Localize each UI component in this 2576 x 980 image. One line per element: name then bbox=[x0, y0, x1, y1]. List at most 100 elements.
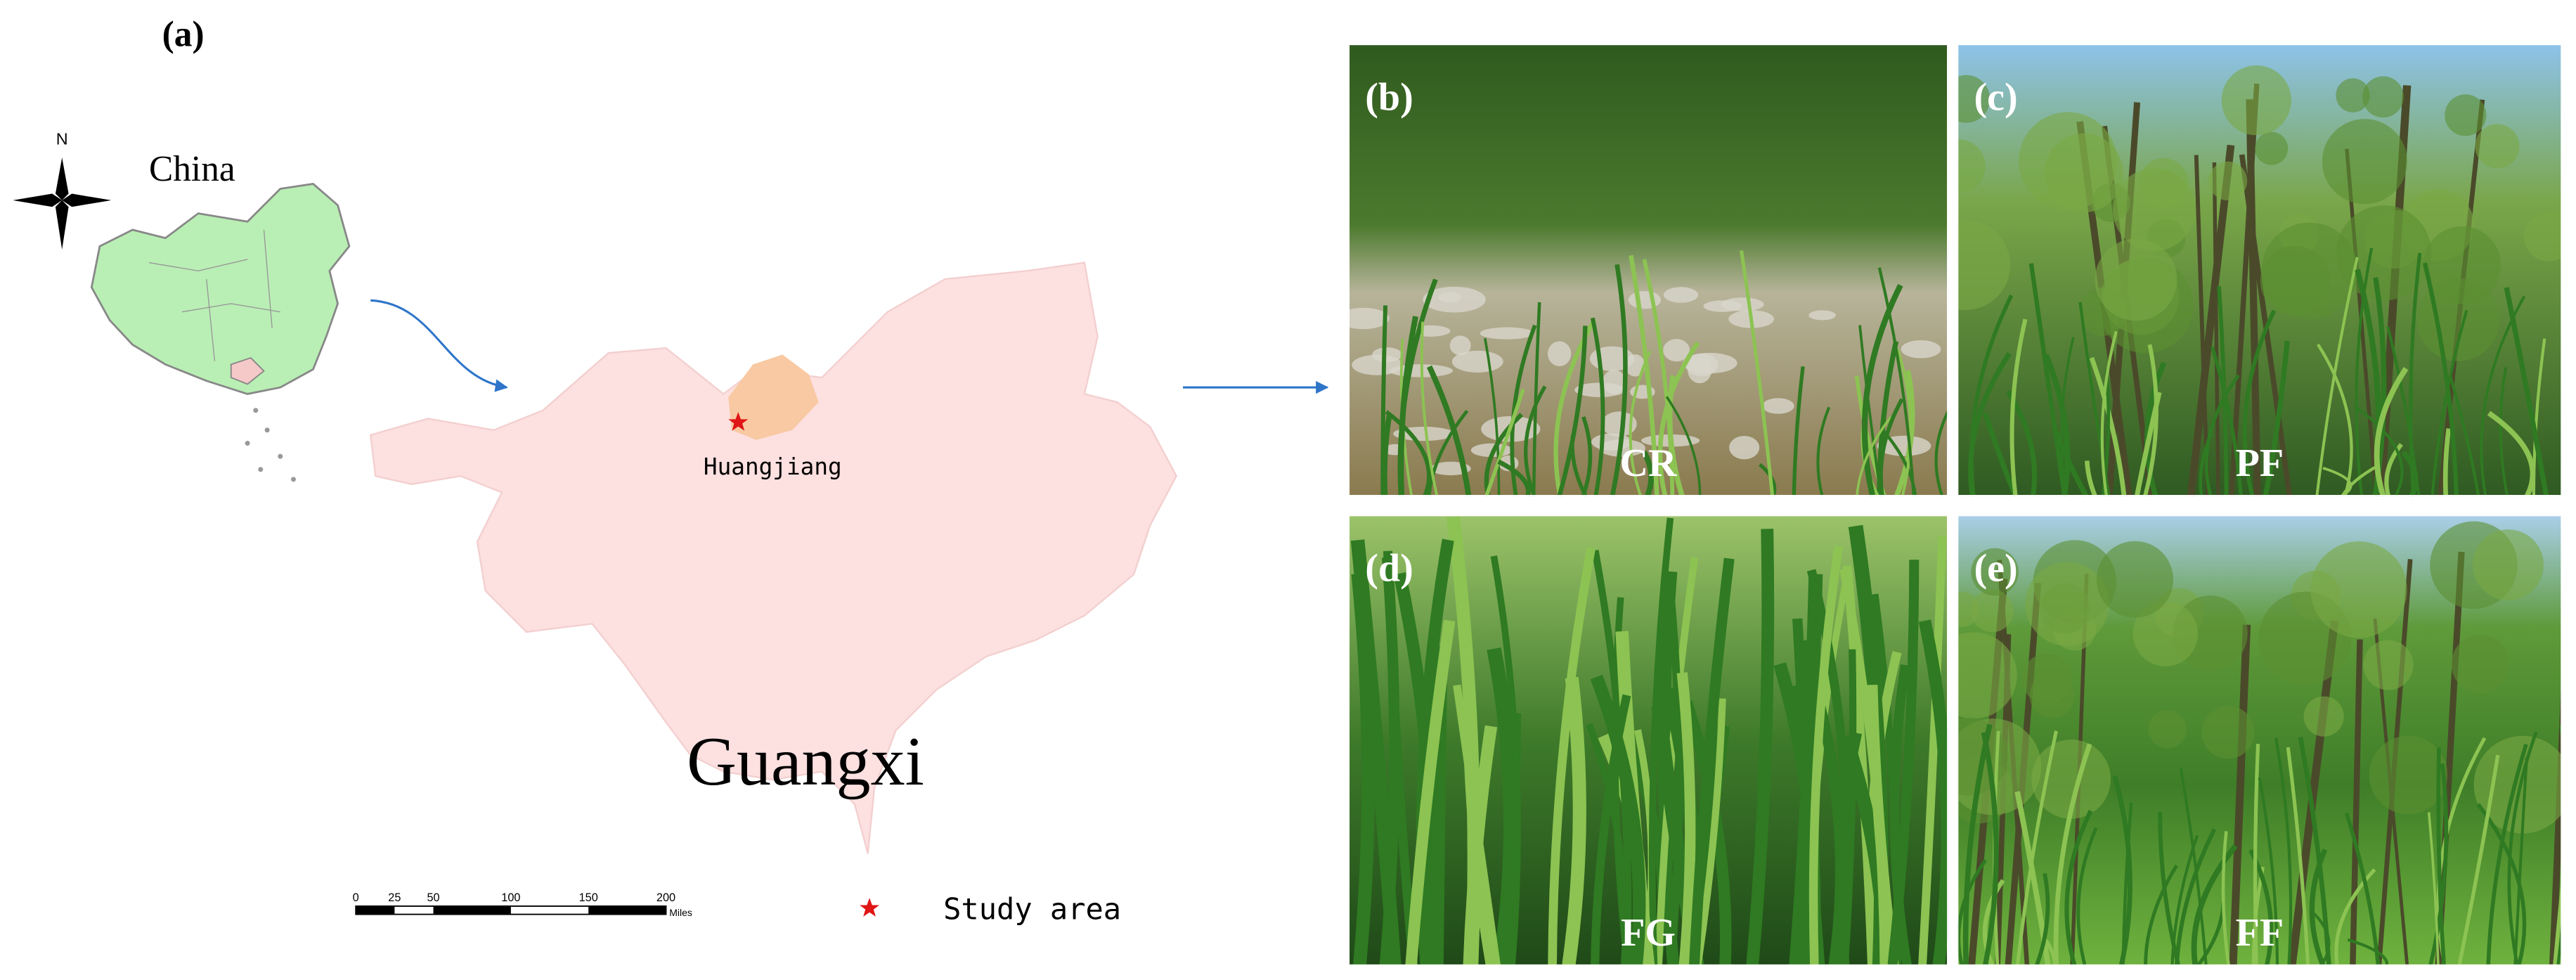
photo-label: (e) bbox=[1974, 547, 2018, 591]
site-label: FF bbox=[2236, 911, 2284, 955]
grass-blade bbox=[1532, 302, 1541, 496]
foliage bbox=[2423, 226, 2501, 304]
foliage bbox=[2221, 65, 2292, 136]
grass-blade bbox=[1676, 672, 1696, 965]
rock bbox=[1437, 292, 1462, 303]
rock bbox=[1663, 339, 1690, 362]
photo-label: (b) bbox=[1365, 75, 1413, 119]
grass-blade bbox=[2085, 460, 2097, 496]
county-label: Huangjiang bbox=[704, 453, 842, 480]
rock bbox=[1574, 382, 1626, 397]
grass-blade bbox=[2499, 367, 2509, 496]
foliage bbox=[2322, 119, 2407, 205]
scale-tick-label: 50 bbox=[427, 891, 439, 904]
grass-blade bbox=[1694, 698, 1726, 965]
grass-blade bbox=[1490, 555, 1521, 965]
grass-blade bbox=[2341, 464, 2378, 496]
grass-blade bbox=[1524, 385, 1547, 496]
grass-blade bbox=[1982, 412, 2018, 496]
photo-label: (c) bbox=[1974, 75, 2018, 119]
grass-blade bbox=[1610, 264, 1628, 496]
grass-blade bbox=[1642, 259, 1675, 496]
foliage bbox=[2524, 212, 2562, 262]
grass-blade bbox=[1557, 325, 1588, 496]
grass-blade bbox=[2242, 309, 2277, 496]
grass-blade bbox=[2486, 743, 2528, 965]
grass-blade bbox=[2174, 828, 2217, 965]
grass-blade bbox=[2089, 356, 2127, 496]
foliage bbox=[2310, 541, 2407, 638]
grass-blade bbox=[1957, 858, 1987, 965]
grass-blade bbox=[2144, 864, 2178, 965]
grass-blade bbox=[1483, 337, 1501, 496]
grass-blade bbox=[2457, 754, 2500, 965]
foliage bbox=[1957, 220, 2011, 311]
foliage bbox=[1971, 589, 2014, 633]
foliage bbox=[2336, 78, 2370, 112]
foliage bbox=[2363, 640, 2414, 690]
rock bbox=[1729, 435, 1760, 460]
grass-blade bbox=[2134, 392, 2162, 496]
grass-blade bbox=[2507, 731, 2538, 965]
grass-blade bbox=[1918, 619, 1948, 965]
grass-blade bbox=[2355, 247, 2374, 496]
rock bbox=[1480, 327, 1534, 340]
foliage bbox=[2475, 124, 2520, 169]
site-label: CR bbox=[1620, 441, 1677, 485]
grass-blade bbox=[2121, 802, 2133, 965]
grass-blade bbox=[1856, 416, 1892, 496]
scale-bar: 0 25 50 100 150 200 Miles bbox=[353, 891, 692, 918]
grass-blade bbox=[1746, 529, 1775, 965]
site-label: PF bbox=[2236, 441, 2284, 485]
grass-blade bbox=[2043, 354, 2071, 496]
grass-blade bbox=[1889, 664, 1912, 965]
photo-label: (d) bbox=[1365, 547, 1413, 591]
grass-blade bbox=[1858, 325, 1882, 496]
grass-blade bbox=[1759, 463, 1777, 496]
site-label: FG bbox=[1621, 911, 1676, 955]
scale-bar-segment bbox=[433, 905, 511, 915]
grass-blade bbox=[1879, 398, 1904, 496]
foliage bbox=[2255, 131, 2289, 165]
photo bbox=[1957, 515, 2562, 965]
grass-blade bbox=[1808, 545, 1843, 965]
rock bbox=[1688, 357, 1712, 384]
foliage bbox=[2473, 529, 2544, 601]
grass-blade bbox=[1689, 557, 1735, 965]
guangxi-map: Huangjiang Guangxi bbox=[369, 262, 1178, 854]
grass-blade bbox=[1510, 324, 1537, 496]
tree-trunk bbox=[2187, 144, 2235, 496]
compass-label: N bbox=[56, 129, 68, 148]
grass-blade bbox=[1837, 732, 1862, 965]
grass-blade bbox=[1385, 410, 1432, 496]
photo bbox=[1957, 44, 2562, 496]
foliage bbox=[2096, 541, 2174, 618]
photo bbox=[1348, 515, 1948, 965]
foliage bbox=[2260, 245, 2330, 316]
grass-blade bbox=[1562, 676, 1586, 965]
grass-blade bbox=[2179, 768, 2208, 965]
grass-blade bbox=[1896, 348, 1912, 496]
rock bbox=[1548, 341, 1572, 367]
foliage bbox=[2132, 601, 2198, 666]
grass-blade bbox=[2504, 287, 2549, 496]
foliage bbox=[2025, 562, 2109, 646]
grass-blade bbox=[2448, 375, 2480, 496]
scale-unit: Miles bbox=[669, 907, 692, 918]
legend-label: Study area bbox=[943, 892, 1121, 927]
grass-blade bbox=[2035, 872, 2050, 965]
grass-blade bbox=[2263, 340, 2290, 496]
grass-blade bbox=[2064, 809, 2093, 965]
grass-blade bbox=[2309, 849, 2328, 965]
grass-blade bbox=[1629, 350, 1652, 496]
grass-blade bbox=[1934, 408, 1948, 496]
rock bbox=[1371, 347, 1403, 363]
grass-blade bbox=[2286, 747, 2310, 965]
photo bbox=[1348, 44, 1948, 496]
rock bbox=[1808, 310, 1837, 321]
grass-blade bbox=[2427, 812, 2440, 965]
photo-panels: (b) CR (c) PF (d) FG (e) FF bbox=[1348, 44, 2562, 965]
grass-blade bbox=[1665, 396, 1702, 496]
grass-blade bbox=[1380, 305, 1388, 496]
foliage bbox=[2362, 76, 2404, 118]
